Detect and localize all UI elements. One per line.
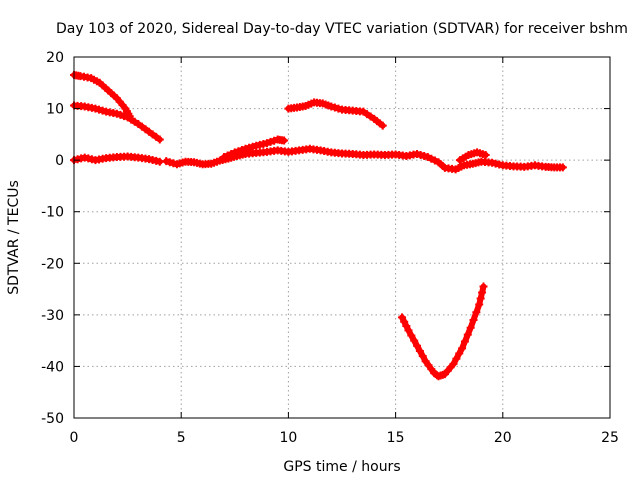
data-point [407, 331, 416, 340]
data-point [378, 121, 387, 130]
data-point [155, 135, 164, 144]
grid-lines [74, 57, 610, 418]
series-arc-6 [220, 135, 289, 162]
data-point [469, 316, 478, 325]
y-tick-label: -20 [41, 256, 64, 272]
y-tick-label: 10 [46, 102, 64, 118]
data-series [70, 71, 567, 381]
series-arc-1 [70, 71, 134, 121]
data-point [449, 359, 458, 368]
plot-frame [73, 56, 611, 419]
x-axis-label: GPS time / hours [283, 459, 400, 475]
data-point [410, 336, 419, 345]
data-point [404, 326, 413, 335]
x-tick-label: 15 [387, 430, 405, 446]
data-point [476, 294, 485, 303]
axis-ticks: 0 5 10 15 20 25 -50 -40 -30 -20 -10 0 10 20 [41, 50, 619, 446]
data-point [280, 136, 289, 145]
data-point [452, 354, 461, 363]
data-point [415, 346, 424, 355]
data-point [402, 322, 411, 331]
data-point [481, 150, 490, 159]
y-tick-label: -30 [41, 308, 64, 324]
series-arc-3 [284, 98, 387, 130]
y-tick-label: 20 [46, 50, 64, 66]
y-axis-label: SDTVAR / TECUs [6, 180, 22, 295]
data-point [418, 352, 427, 361]
data-point [558, 163, 567, 172]
y-tick-label: -10 [41, 205, 64, 221]
data-point [413, 341, 422, 350]
data-point [458, 344, 467, 353]
series-arc-8 [398, 282, 488, 381]
data-point [463, 330, 472, 339]
data-point [466, 323, 475, 332]
y-tick-label: -50 [41, 411, 64, 427]
y-tick-label: 0 [55, 153, 64, 169]
series-arc-4 [70, 152, 164, 166]
data-point [475, 300, 484, 309]
x-tick-label: 25 [601, 430, 619, 446]
data-point [400, 317, 409, 326]
x-tick-label: 20 [494, 430, 512, 446]
data-point [479, 282, 488, 291]
x-tick-label: 0 [70, 430, 79, 446]
y-tick-label: -40 [41, 359, 64, 375]
series-arc-7 [455, 148, 490, 165]
x-tick-label: 5 [177, 430, 186, 446]
chart-title: Day 103 of 2020, Sidereal Day-to-day VTE… [56, 21, 628, 37]
data-point [478, 288, 487, 297]
x-tick-label: 10 [279, 430, 297, 446]
data-point [460, 337, 469, 346]
data-point [472, 308, 481, 317]
data-point [455, 349, 464, 358]
data-point [398, 313, 407, 322]
